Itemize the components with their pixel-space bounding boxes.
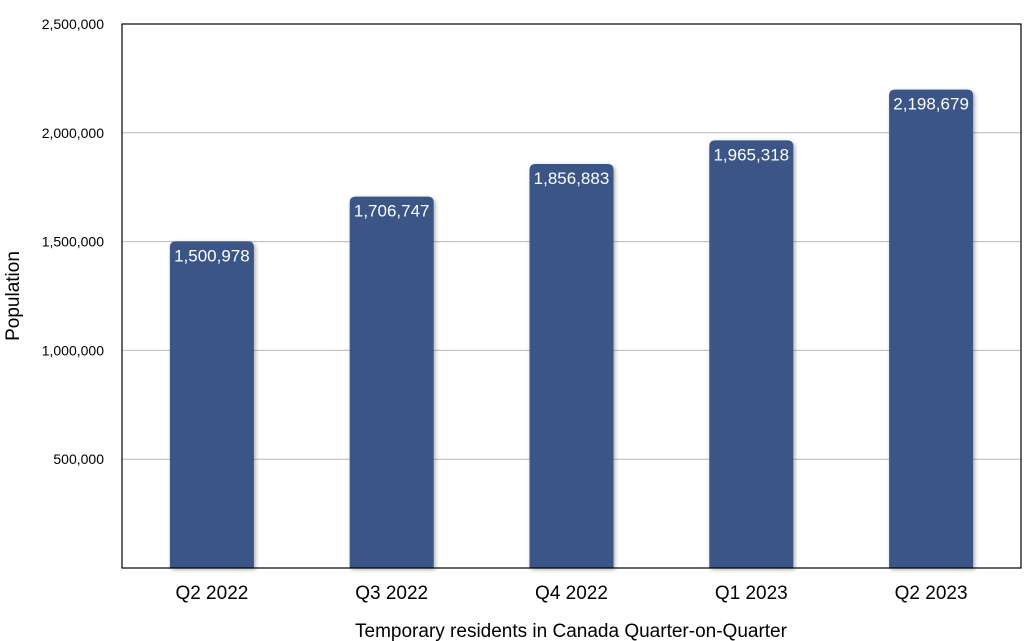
y-tick-label: 1,000,000 xyxy=(42,342,104,358)
bar xyxy=(529,163,614,568)
y-axis-ticks: 500,000 1,000,000 1,500,000 2,000,000 2,500,… xyxy=(42,16,105,467)
bar-value-label: 1,500,978 xyxy=(174,246,250,265)
bars xyxy=(169,89,974,569)
x-tick-label: Q4 2022 xyxy=(535,583,608,604)
bar-value-label: 1,856,883 xyxy=(534,169,610,188)
x-axis-title: Temporary residents in Canada Quarter-on… xyxy=(355,621,788,641)
bar xyxy=(889,89,974,569)
y-tick-label: 2,500,000 xyxy=(42,16,104,32)
data-labels: 1,500,978 1,706,747 1,856,883 1,965,318 2,19… xyxy=(174,95,969,266)
y-tick-label: 500,000 xyxy=(53,451,104,467)
y-tick-label: 2,000,000 xyxy=(42,125,104,141)
bar-value-label: 2,198,679 xyxy=(893,95,969,114)
bar-value-label: 1,706,747 xyxy=(354,202,430,221)
x-tick-label: Q3 2022 xyxy=(355,583,428,604)
bar-value-label: 1,965,318 xyxy=(713,145,789,164)
plot-frame xyxy=(121,23,1022,569)
y-axis-title: Population xyxy=(3,251,24,341)
bar xyxy=(349,196,434,568)
y-tick-label: 1,500,000 xyxy=(42,234,104,250)
x-tick-label: Q2 2023 xyxy=(895,583,968,604)
x-tick-label: Q2 2022 xyxy=(175,583,248,604)
x-axis-ticks: Q2 2022 Q3 2022 Q4 2022 Q1 2023 Q2 2023 xyxy=(175,583,967,604)
bar xyxy=(169,241,254,568)
bar xyxy=(709,140,794,568)
x-tick-label: Q1 2023 xyxy=(715,583,788,604)
